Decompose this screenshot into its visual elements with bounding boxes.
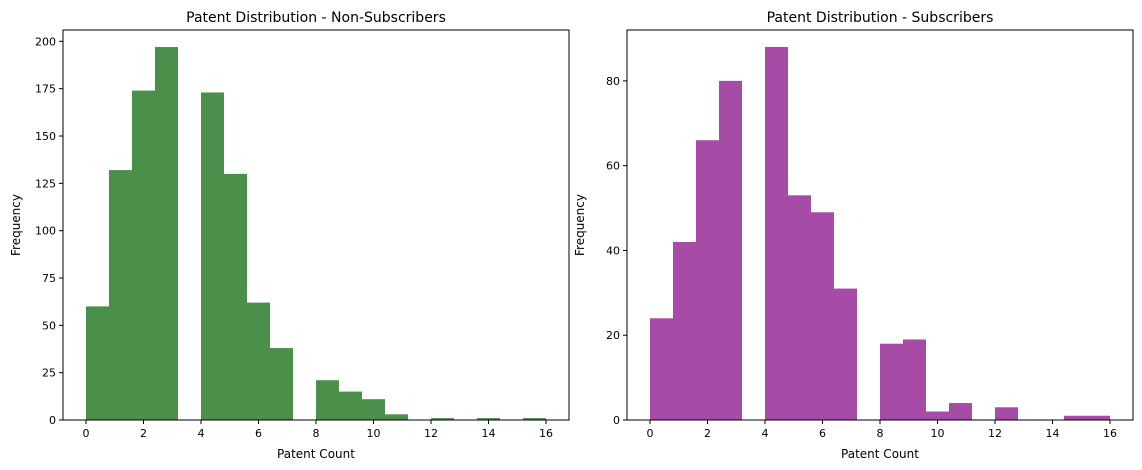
y-tick-label: 40	[606, 244, 620, 257]
bar	[109, 170, 132, 420]
y-tick-label: 0	[49, 414, 56, 427]
chart-title: Patent Distribution - Subscribers	[767, 10, 994, 26]
y-tick-label: 175	[35, 83, 56, 96]
x-tick-label: 0	[83, 427, 90, 440]
y-axis-label: Frequency	[573, 194, 587, 256]
x-tick-label: 0	[647, 427, 654, 440]
x-tick-label: 6	[819, 427, 826, 440]
chart-non-subscribers: 0 2 4 6 8 10 12 14 16 0 25 50 75 100 125 150 175 200 Paten…	[9, 10, 570, 461]
bar	[477, 418, 500, 420]
y-tick-label: 75	[42, 272, 56, 285]
x-tick-label: 4	[762, 427, 769, 440]
x-tick-label: 12	[424, 427, 438, 440]
y-tick-label: 80	[606, 75, 620, 88]
x-tick-label: 10	[367, 427, 381, 440]
bar	[1064, 415, 1087, 420]
x-tick-label: 16	[539, 427, 553, 440]
y-tick-label: 20	[606, 329, 620, 342]
x-tick-label: 2	[140, 427, 147, 440]
x-tick-label: 2	[704, 427, 711, 440]
bar	[385, 414, 408, 420]
x-tick-label: 4	[198, 427, 205, 440]
y-tick-label: 0	[613, 414, 620, 427]
y-tick-label: 60	[606, 160, 620, 173]
x-tick-label: 16	[1103, 427, 1117, 440]
x-tick-label: 10	[931, 427, 945, 440]
bar	[316, 380, 339, 420]
bar	[247, 302, 270, 420]
x-tick-label: 6	[255, 427, 262, 440]
bar	[270, 348, 293, 420]
y-tick-label: 25	[42, 367, 56, 380]
bar	[926, 411, 949, 420]
bar	[995, 407, 1018, 420]
bar	[696, 140, 719, 420]
bar	[834, 288, 857, 420]
chart-subscribers: 0 2 4 6 8 10 12 14 16 0 20 40 60 80 Patent Distributio…	[573, 10, 1134, 461]
bar	[650, 318, 673, 420]
bar	[949, 403, 972, 420]
bar	[903, 339, 926, 420]
bar	[224, 173, 247, 420]
y-tick-label: 100	[35, 225, 56, 238]
bar	[1087, 415, 1110, 420]
bar	[339, 391, 362, 420]
bar	[523, 418, 546, 420]
bar	[673, 241, 696, 420]
bar	[431, 418, 454, 420]
x-tick-label: 8	[877, 427, 884, 440]
bar	[765, 46, 788, 421]
chart-title: Patent Distribution - Non-Subscribers	[186, 10, 446, 26]
x-axis-label: Patent Count	[277, 447, 355, 461]
y-tick-label: 200	[35, 35, 56, 48]
bar	[155, 47, 178, 421]
x-axis-label: Patent Count	[841, 447, 919, 461]
x-tick-label: 14	[482, 427, 496, 440]
bar	[86, 306, 109, 420]
x-tick-label: 14	[1046, 427, 1060, 440]
bar	[132, 90, 155, 421]
x-tick-label: 12	[988, 427, 1002, 440]
y-axis-label: Frequency	[9, 194, 23, 256]
bar	[201, 92, 224, 420]
y-tick-label: 50	[42, 319, 56, 332]
bar	[788, 195, 811, 420]
x-tick-label: 8	[313, 427, 320, 440]
y-tick-label: 150	[35, 130, 56, 143]
bar	[811, 212, 834, 420]
y-tick-label: 125	[35, 177, 56, 190]
bar	[362, 399, 385, 420]
bar	[880, 343, 903, 420]
bar	[719, 80, 742, 420]
